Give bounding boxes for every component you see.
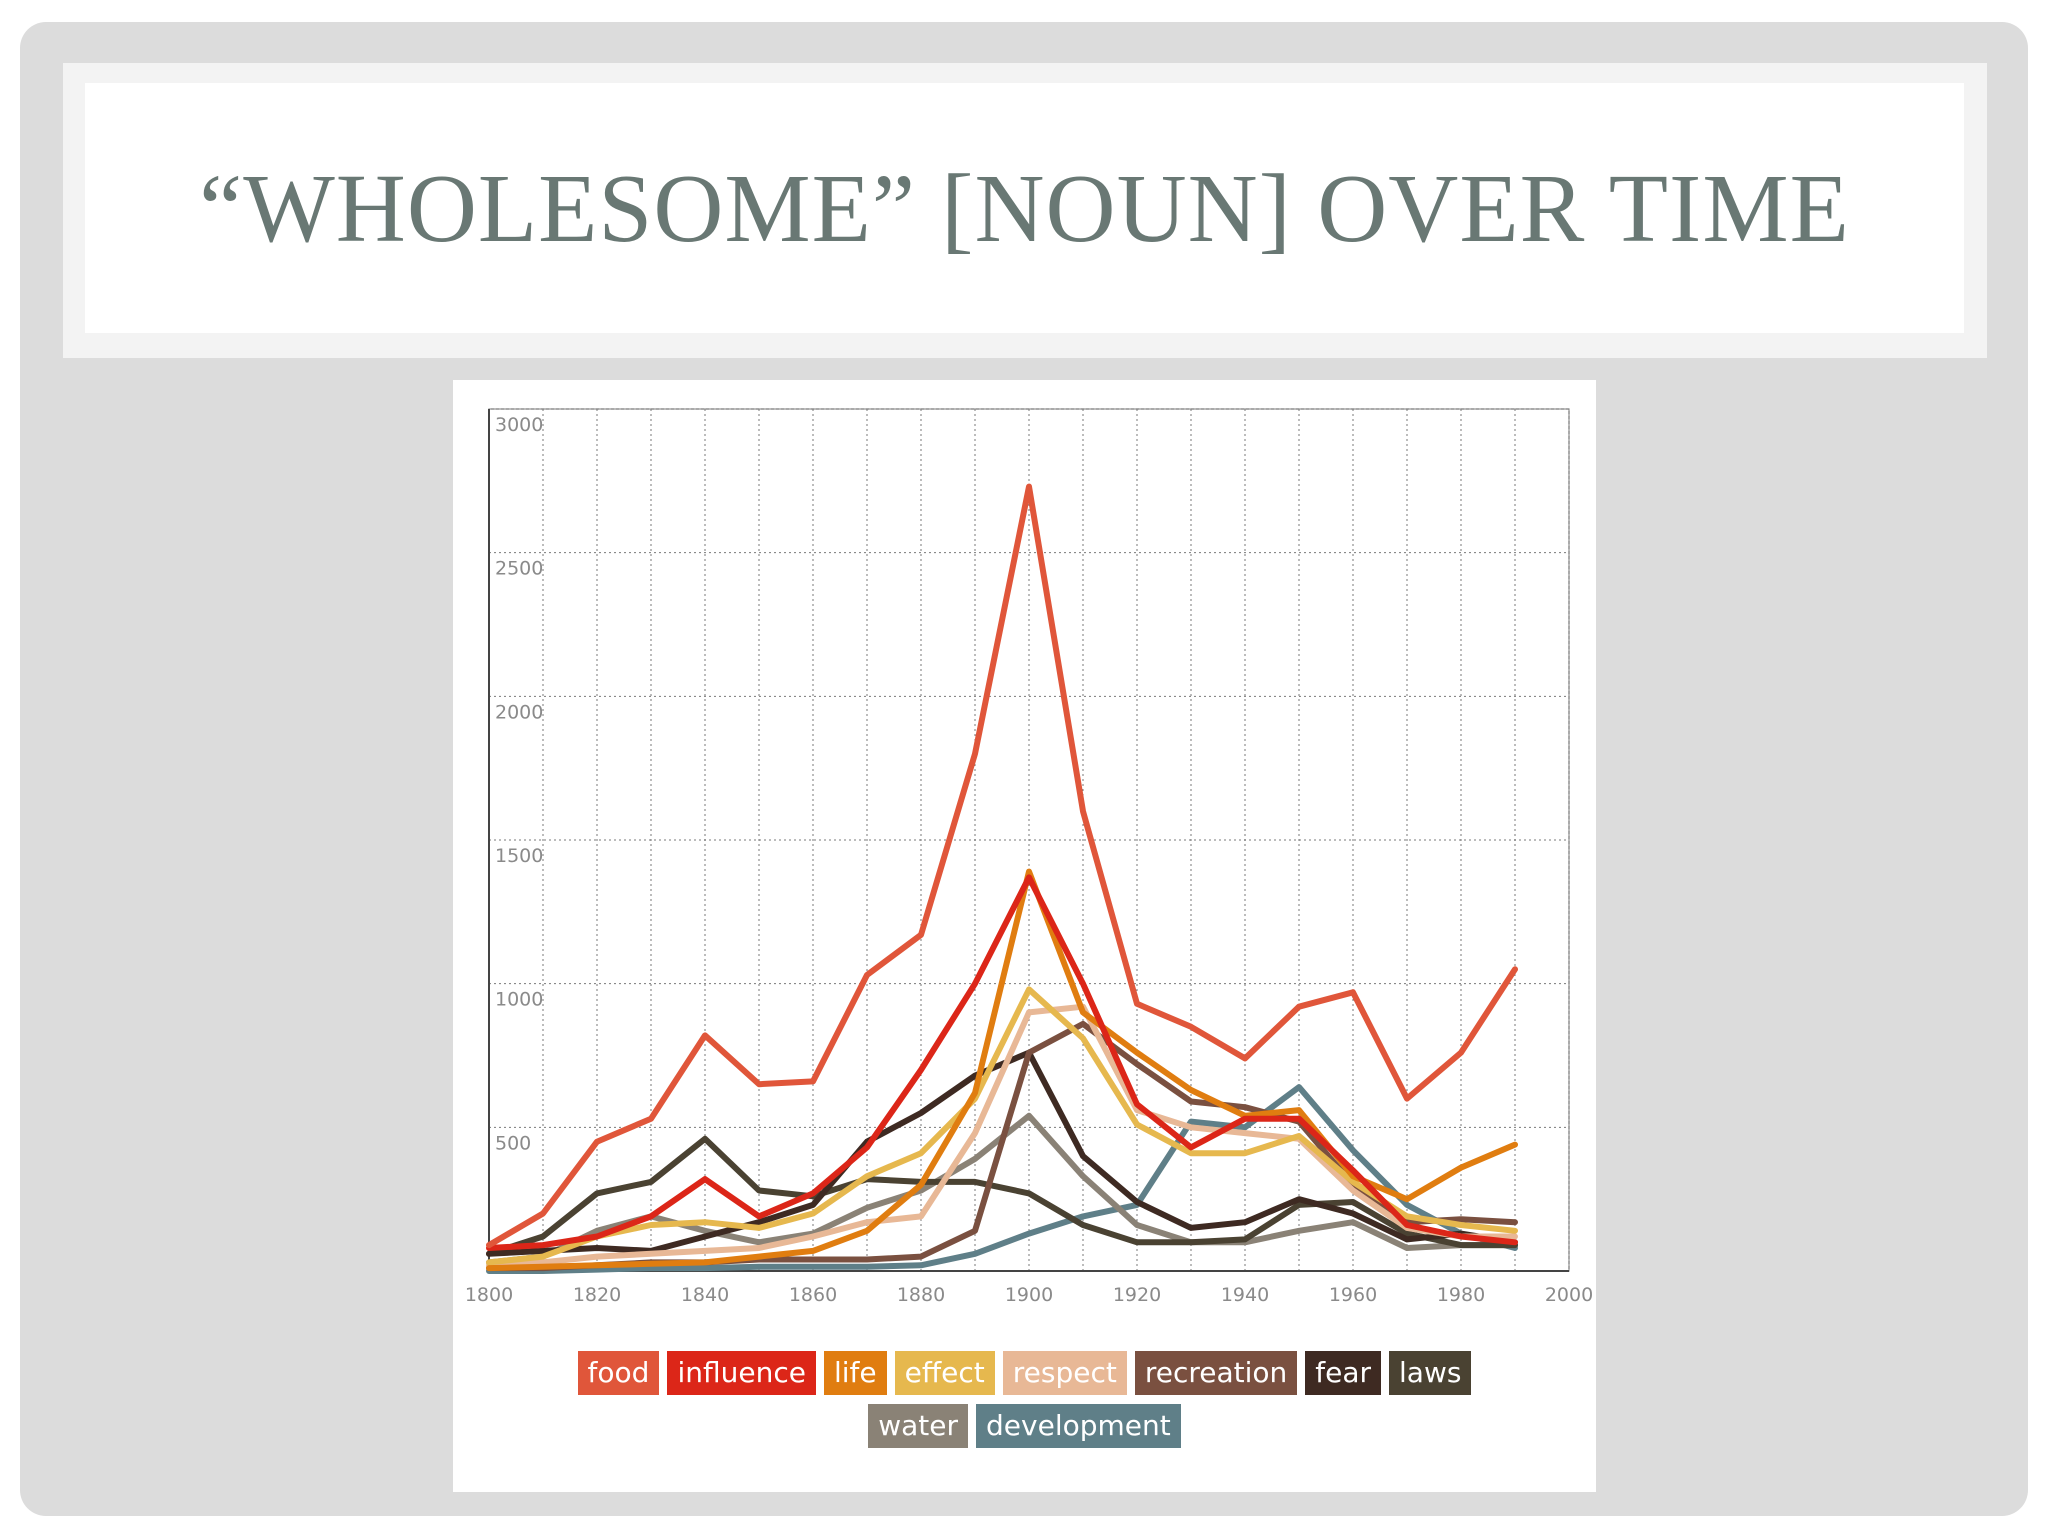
title-box: “WHOLESOME” [NOUN] OVER TIME [85, 83, 1964, 333]
x-tick-label: 2000 [1545, 1284, 1593, 1306]
x-tick-label: 1920 [1113, 1284, 1161, 1306]
line-chart: 500 1000 1500 2000 2500 3000 1800 1820 1840 1860 1… [465, 408, 1593, 1306]
x-tick-label: 1860 [789, 1284, 837, 1306]
y-tick-label: 500 [495, 1132, 531, 1154]
chart-card: 500 1000 1500 2000 2500 3000 1800 1820 1840 1860 1… [453, 380, 1596, 1492]
legend-item-influence: influence [667, 1351, 816, 1395]
y-tick-label: 2500 [495, 558, 543, 580]
legend-item-respect: respect [1002, 1351, 1127, 1395]
x-tick-label: 1980 [1437, 1284, 1485, 1306]
x-tick-label: 1840 [681, 1284, 729, 1306]
series-line-fear [486, 1049, 1518, 1257]
legend-row: food influence life effect respect recreation… [577, 1351, 1472, 1395]
series-line-respect [486, 1003, 1518, 1269]
legend-item-development: development [976, 1404, 1181, 1448]
x-tick-label: 1820 [573, 1284, 621, 1306]
series-line-influence [486, 874, 1518, 1251]
legend-item-water: water [868, 1404, 969, 1448]
legend-item-effect: effect [894, 1351, 995, 1395]
series-lines [486, 483, 1518, 1274]
slide-title: “WHOLESOME” [NOUN] OVER TIME [199, 154, 1850, 262]
legend: food influence life effect respect recreation… [453, 1351, 1596, 1448]
x-tick-label: 1900 [1005, 1284, 1053, 1306]
y-tick-label: 3000 [495, 414, 543, 436]
y-tick-label: 1000 [495, 989, 543, 1011]
x-tick-label: 1960 [1329, 1284, 1377, 1306]
legend-item-recreation: recreation [1134, 1351, 1298, 1395]
series-line-development [486, 1084, 1518, 1274]
series-line-laws [486, 1135, 1518, 1257]
legend-item-fear: fear [1305, 1351, 1382, 1395]
series-line-food [486, 483, 1518, 1249]
tick-labels: 500 1000 1500 2000 2500 3000 1800 1820 1840 1860 1… [465, 414, 1593, 1306]
y-tick-label: 1500 [495, 845, 543, 867]
legend-item-laws: laws [1389, 1351, 1472, 1395]
legend-row: water development [868, 1404, 1181, 1448]
x-tick-label: 1880 [897, 1284, 945, 1306]
legend-item-food: food [577, 1351, 660, 1395]
series-line-effect [486, 986, 1518, 1266]
y-tick-label: 2000 [495, 701, 543, 723]
legend-item-life: life [823, 1351, 887, 1395]
x-tick-label: 1800 [465, 1284, 513, 1306]
grid-lines [489, 408, 1570, 1271]
x-tick-label: 1940 [1221, 1284, 1269, 1306]
